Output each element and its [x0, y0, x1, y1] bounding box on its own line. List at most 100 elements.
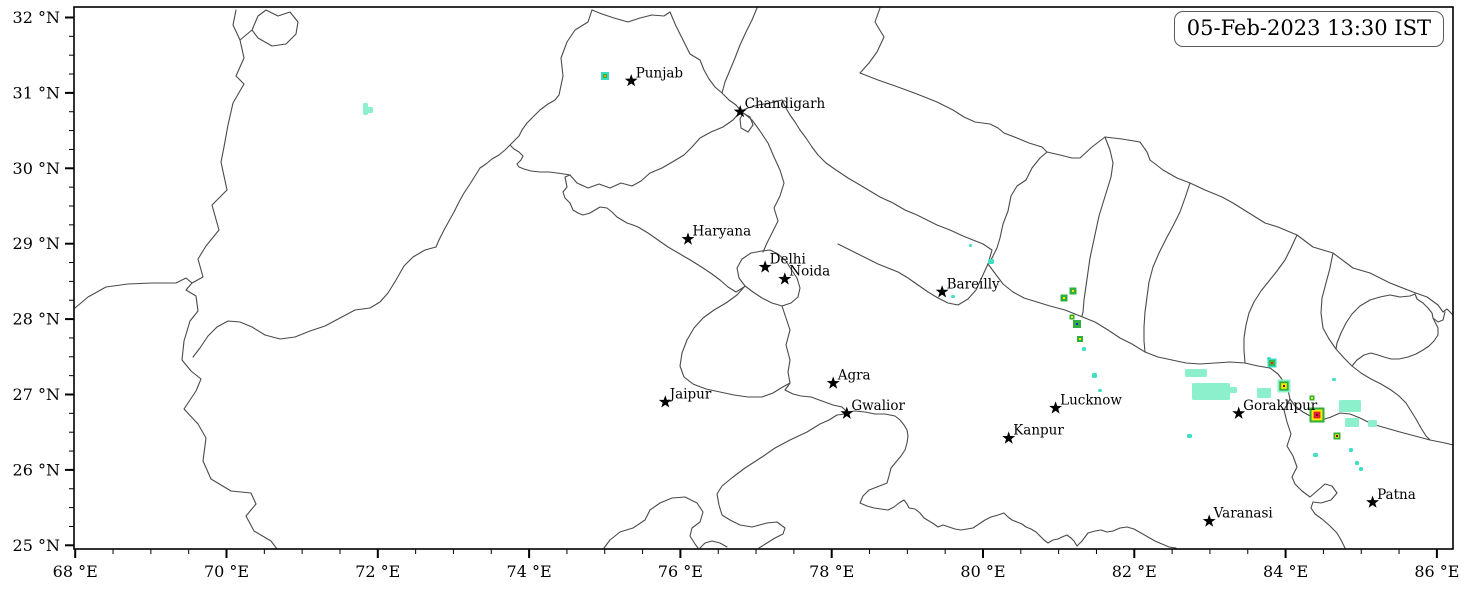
overlay-patch — [1098, 389, 1102, 392]
overlay-patch — [1345, 418, 1359, 427]
x-tick-label: 76 °E — [658, 562, 703, 581]
y-tick-label: 28 °N — [13, 310, 60, 329]
boundary-line — [1283, 398, 1346, 549]
overlay-patch — [1313, 453, 1318, 457]
axis-ticks — [65, 16, 1438, 558]
overlay-cell-ring — [1311, 397, 1313, 399]
city-star-bareilly — [935, 285, 949, 298]
overlay-patch — [1082, 347, 1086, 351]
boundary-line — [1335, 293, 1446, 350]
boundary-line — [1243, 234, 1298, 364]
city-star-delhi — [758, 260, 772, 273]
city-label-agra: Agra — [837, 368, 871, 384]
x-tick-label: 82 °E — [1112, 562, 1157, 581]
city-label-punjab: Punjab — [636, 65, 683, 81]
boundary-line — [699, 540, 728, 549]
boundary-line — [1081, 136, 1114, 317]
boundary-line — [987, 151, 1048, 265]
overlay-cell-ring — [604, 75, 606, 77]
boundary-line — [669, 11, 742, 112]
city-star-lucknow — [1049, 401, 1063, 414]
overlay-patch — [1185, 369, 1207, 377]
timestamp-box: 05-Feb-2023 13:30 IST — [1173, 11, 1444, 48]
overlay-cell-ring — [1316, 414, 1318, 416]
city-star-gorakhpur — [1232, 406, 1246, 419]
overlay-patch — [1359, 467, 1363, 471]
x-tick-label: 84 °E — [1263, 562, 1308, 581]
boundary-line — [1351, 317, 1439, 367]
state-boundaries — [74, 7, 1453, 549]
city-star-varanasi — [1202, 514, 1216, 527]
overlay-patch — [1228, 387, 1237, 393]
x-tick-label: 72 °E — [355, 562, 400, 581]
boundary-line — [509, 144, 571, 176]
overlay-cell-ring — [1271, 362, 1273, 364]
x-tick-label: 78 °E — [809, 562, 854, 581]
overlay-cell-ring — [1063, 297, 1065, 299]
y-tick-label: 25 °N — [13, 536, 60, 555]
overlay-cell-ring — [1283, 385, 1285, 387]
boundary-line — [739, 112, 754, 133]
boundary-line — [721, 7, 758, 94]
boundary-line — [603, 496, 704, 549]
overlay-patch — [951, 295, 955, 298]
overlay-cell-ring — [1072, 290, 1074, 292]
x-tick-label: 86 °E — [1414, 562, 1459, 581]
boundary-line — [859, 72, 1048, 153]
overlay-patch — [1192, 383, 1230, 400]
boundary-line — [1046, 136, 1453, 316]
boundary-line — [716, 382, 848, 549]
axis-tick-labels: 68 °E 70 °E 72 °E 74 °E 76 °E 78 °E 80 °E 82 °E… — [13, 8, 1460, 581]
overlay-patches — [363, 72, 1377, 471]
overlay-patch — [1187, 434, 1192, 438]
city-label-chandigarh: Chandigarh — [745, 96, 826, 112]
boundary-line — [987, 263, 1453, 446]
boundary-line — [837, 243, 989, 306]
city-star-punjab — [624, 74, 638, 87]
overlay-patch — [1339, 400, 1361, 412]
city-star-haryana — [681, 232, 695, 245]
boundary-line — [740, 99, 993, 265]
y-tick-label: 31 °N — [13, 83, 60, 102]
overlay-cell-ring — [1071, 316, 1073, 318]
boundary-line — [846, 410, 1177, 549]
x-tick-label: 80 °E — [960, 562, 1005, 581]
city-label-jaipur: Jaipur — [668, 387, 712, 403]
city-label-kanpur: Kanpur — [1013, 423, 1064, 439]
y-tick-label: 27 °N — [13, 385, 60, 404]
boundary-line — [859, 7, 885, 74]
overlay-cell-ring — [1079, 338, 1081, 340]
boundary-line — [239, 9, 299, 47]
x-tick-label: 74 °E — [507, 562, 552, 581]
boundary-line — [181, 9, 278, 549]
y-tick-label: 32 °N — [13, 8, 60, 27]
overlay-patch — [1332, 378, 1336, 381]
overlay-patch — [1355, 461, 1359, 465]
overlay-patch — [1349, 448, 1353, 452]
overlay-cell-ring — [1076, 323, 1078, 325]
city-star-chandigarh — [733, 104, 747, 118]
city-label-bareilly: Bareilly — [947, 276, 1000, 292]
city-label-lucknow: Lucknow — [1060, 393, 1122, 409]
boundary-line — [740, 110, 785, 253]
y-tick-label: 30 °N — [13, 159, 60, 178]
boundary-line — [1320, 252, 1431, 441]
overlay-patch — [1257, 388, 1271, 398]
x-tick-label: 70 °E — [204, 562, 249, 581]
city-star-gwalior — [840, 406, 854, 419]
boundary-line — [74, 277, 193, 309]
y-tick-label: 26 °N — [13, 460, 60, 479]
timestamp-text: 05-Feb-2023 13:30 IST — [1186, 16, 1431, 40]
city-label-varanasi: Varanasi — [1213, 506, 1274, 522]
x-tick-label: 68 °E — [53, 562, 98, 581]
city-star-agra — [826, 376, 840, 389]
boundary-line — [569, 110, 742, 189]
city-label-gorakhpur: Gorakhpur — [1243, 398, 1318, 414]
y-tick-label: 29 °N — [13, 234, 60, 253]
boundary-line — [679, 285, 791, 398]
city-label-noida: Noida — [789, 264, 830, 280]
overlay-patch — [1368, 420, 1377, 427]
